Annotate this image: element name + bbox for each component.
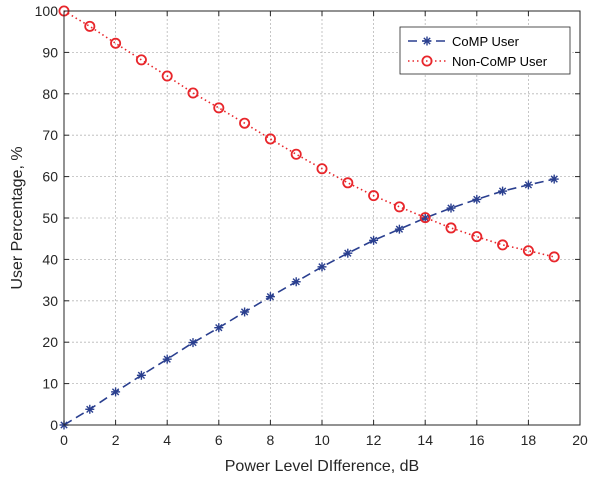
grid	[64, 11, 580, 425]
data-point	[369, 235, 379, 245]
data-point	[264, 133, 276, 145]
y-tick-label: 10	[42, 376, 58, 392]
data-point	[187, 87, 199, 99]
data-point	[162, 354, 172, 364]
legend-marker	[422, 36, 432, 46]
data-point	[368, 190, 380, 202]
x-tick-label: 4	[163, 432, 171, 448]
data-point	[393, 201, 405, 213]
legend-label: CoMP User	[452, 34, 520, 49]
y-tick-label: 0	[50, 417, 58, 433]
y-tick-label: 30	[42, 293, 58, 309]
x-tick-label: 0	[60, 432, 68, 448]
data-point	[471, 231, 483, 243]
y-tick-label: 90	[42, 44, 58, 60]
x-axis-title: Power Level DIfference, dB	[225, 458, 419, 475]
x-tick-label: 8	[267, 432, 275, 448]
legend-marker	[421, 55, 433, 67]
legend-label: Non-CoMP User	[452, 54, 548, 69]
y-tick-label: 50	[42, 210, 58, 226]
x-tick-label: 20	[572, 432, 588, 448]
y-tick-label: 100	[35, 3, 59, 19]
x-tick-label: 16	[469, 432, 485, 448]
data-point	[342, 177, 354, 189]
data-point	[445, 222, 457, 234]
axis-ticks	[63, 10, 581, 426]
data-point	[394, 224, 404, 234]
tick-labels: 0 2 4 6 8 10 12 14 16 18 20 0 10 20 30 40 50 60 70 80 90 100	[35, 3, 588, 448]
data-point	[110, 37, 122, 49]
data-point	[549, 174, 559, 184]
series-comp-user	[59, 174, 559, 430]
x-tick-label: 2	[112, 432, 120, 448]
series-non-comp-user	[58, 5, 560, 263]
data-point	[84, 20, 96, 32]
data-point	[161, 70, 173, 82]
y-tick-label: 70	[42, 127, 58, 143]
data-point	[498, 186, 508, 196]
x-tick-label: 14	[417, 432, 433, 448]
data-point	[548, 251, 560, 263]
series-layer	[58, 5, 560, 430]
data-point	[317, 262, 327, 272]
y-tick-label: 80	[42, 86, 58, 102]
data-point	[446, 203, 456, 213]
data-point	[291, 277, 301, 287]
data-point	[290, 148, 302, 160]
data-point	[239, 117, 251, 129]
data-point	[343, 248, 353, 258]
y-tick-label: 40	[42, 251, 58, 267]
data-point	[523, 180, 533, 190]
data-point	[111, 387, 121, 397]
y-axis-title: User Percentage, %	[9, 146, 26, 289]
data-point	[240, 307, 250, 317]
data-point	[85, 404, 95, 414]
x-tick-label: 12	[366, 432, 382, 448]
data-point	[522, 245, 534, 257]
data-point	[316, 163, 328, 175]
data-point	[136, 370, 146, 380]
legend: CoMP User Non-CoMP User	[399, 26, 571, 75]
series-line	[63, 178, 555, 426]
y-tick-label: 20	[42, 334, 58, 350]
data-point	[188, 338, 198, 348]
x-tick-label: 18	[521, 432, 537, 448]
data-point	[135, 54, 147, 66]
data-point	[214, 323, 224, 333]
data-point	[265, 292, 275, 302]
data-point	[213, 102, 225, 114]
x-tick-label: 10	[314, 432, 330, 448]
data-point	[472, 194, 482, 204]
y-tick-label: 60	[42, 169, 58, 185]
data-point	[497, 239, 509, 251]
data-point	[419, 212, 431, 224]
x-tick-label: 6	[215, 432, 223, 448]
